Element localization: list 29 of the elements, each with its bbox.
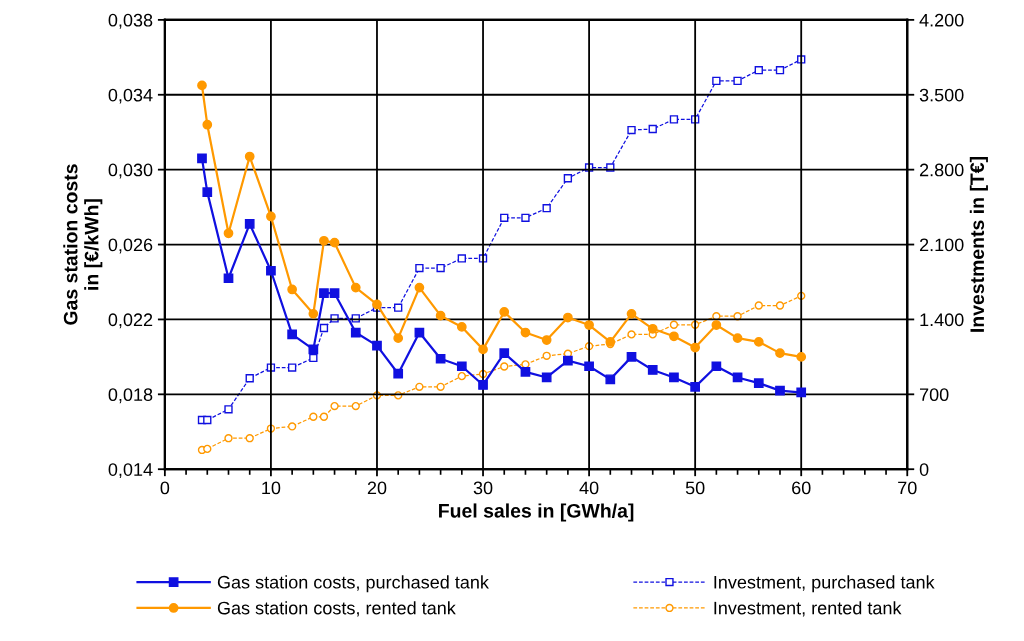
x-tick-label: 30 (473, 481, 493, 495)
legend-label: Gas station costs, rented tank (217, 601, 456, 617)
y-tick-label: 0,034 (108, 88, 153, 104)
y-tick-label: 0,014 (108, 463, 153, 479)
legend-label: Investment, rented tank (714, 601, 902, 617)
y2-tick-label: 2.100 (919, 238, 964, 252)
y-tick-label: 0,038 (108, 13, 153, 29)
y2-tick-label: 2.800 (919, 163, 964, 177)
y2-tick-label: 700 (919, 388, 949, 402)
y-axis-title: Gas station costs in [€/kWh] (63, 164, 103, 325)
x-axis-title: Fuel sales in [GWh/a] (439, 503, 634, 522)
x-tick-label: 20 (367, 481, 387, 495)
y-tick-label: 0,022 (108, 313, 153, 329)
y-tick-label: 0,030 (108, 163, 153, 179)
y-tick-label: 0,026 (108, 238, 153, 254)
y2-tick-label: 3.500 (919, 88, 964, 102)
x-tick-label: 60 (792, 481, 811, 495)
legend-label: Investment, purchased tank (714, 575, 935, 593)
y2-tick-label: 1.400 (920, 313, 964, 327)
x-tick-label: 40 (579, 481, 599, 495)
x-tick-label: 0 (160, 481, 170, 495)
y2-axis-title: Investments in [T€] (969, 157, 988, 332)
legend-label: Gas station costs, purchased tank (217, 575, 489, 593)
y2-tick-label: 0 (919, 463, 929, 476)
y2-tick-label: 4.200 (919, 13, 964, 27)
y-tick-label: 0,018 (108, 388, 153, 404)
x-tick-label: 10 (262, 481, 281, 495)
x-tick-label: 50 (685, 481, 705, 495)
x-tick-label: 70 (898, 481, 917, 495)
